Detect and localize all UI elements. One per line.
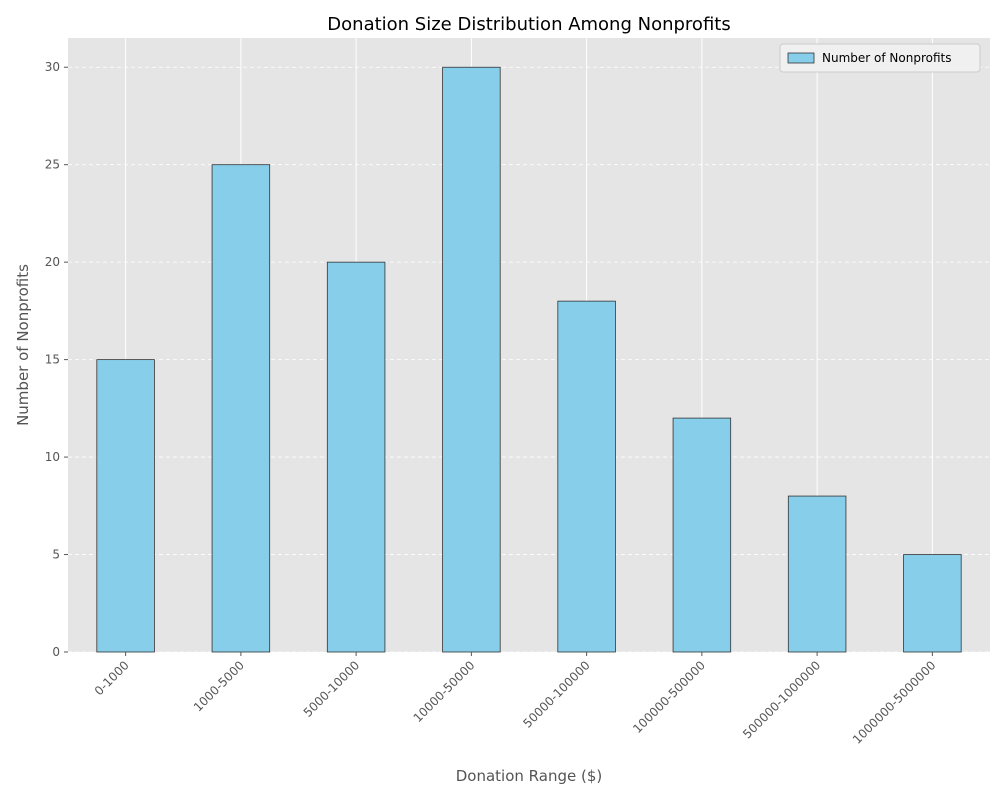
x-tick-label: 10000-50000 bbox=[411, 658, 478, 725]
y-tick-label: 10 bbox=[45, 450, 60, 464]
y-tick-label: 15 bbox=[45, 353, 60, 367]
x-axis-label: Donation Range ($) bbox=[456, 767, 602, 785]
bar-100000-500000 bbox=[672, 417, 732, 653]
chart-title: Donation Size Distribution Among Nonprof… bbox=[327, 14, 730, 35]
x-tick-label: 500000-1000000 bbox=[740, 658, 823, 741]
legend-box bbox=[779, 43, 981, 73]
x-tick-label: 0-1000 bbox=[92, 658, 132, 698]
y-axis-label: Number of Nonprofits bbox=[14, 264, 32, 426]
y-tick-label: 25 bbox=[45, 158, 60, 172]
bar-10000-50000 bbox=[442, 66, 501, 653]
legend-swatch bbox=[787, 52, 815, 64]
x-tick-label: 1000-5000 bbox=[191, 658, 247, 714]
x-tick-label: 5000-10000 bbox=[301, 658, 363, 720]
bar-1000000-5000000 bbox=[903, 554, 962, 653]
bar-50000-100000 bbox=[557, 300, 616, 653]
bar-0-1000 bbox=[96, 359, 155, 653]
legend: Number of Nonprofits bbox=[779, 43, 981, 73]
y-tick-label: 5 bbox=[52, 548, 60, 562]
y-axis: 0 5 10 15 20 25 30 bbox=[45, 60, 68, 659]
y-tick-label: 20 bbox=[45, 255, 60, 269]
bar-5000-10000 bbox=[326, 261, 386, 653]
bar-500000-1000000 bbox=[787, 495, 847, 653]
x-tick-label: 1000000-5000000 bbox=[850, 658, 939, 747]
legend-label: Number of Nonprofits bbox=[822, 51, 951, 65]
bars bbox=[96, 66, 962, 653]
y-tick-label: 30 bbox=[45, 60, 60, 74]
x-axis: 0-1000 1000-5000 5000-10000 10000-50000 5000… bbox=[92, 652, 939, 747]
x-tick-label: 100000-500000 bbox=[630, 658, 708, 736]
y-tick-label: 0 bbox=[52, 645, 60, 659]
x-tick-label: 50000-100000 bbox=[520, 658, 592, 730]
bar-1000-5000 bbox=[211, 164, 271, 653]
plot-area bbox=[68, 38, 990, 652]
